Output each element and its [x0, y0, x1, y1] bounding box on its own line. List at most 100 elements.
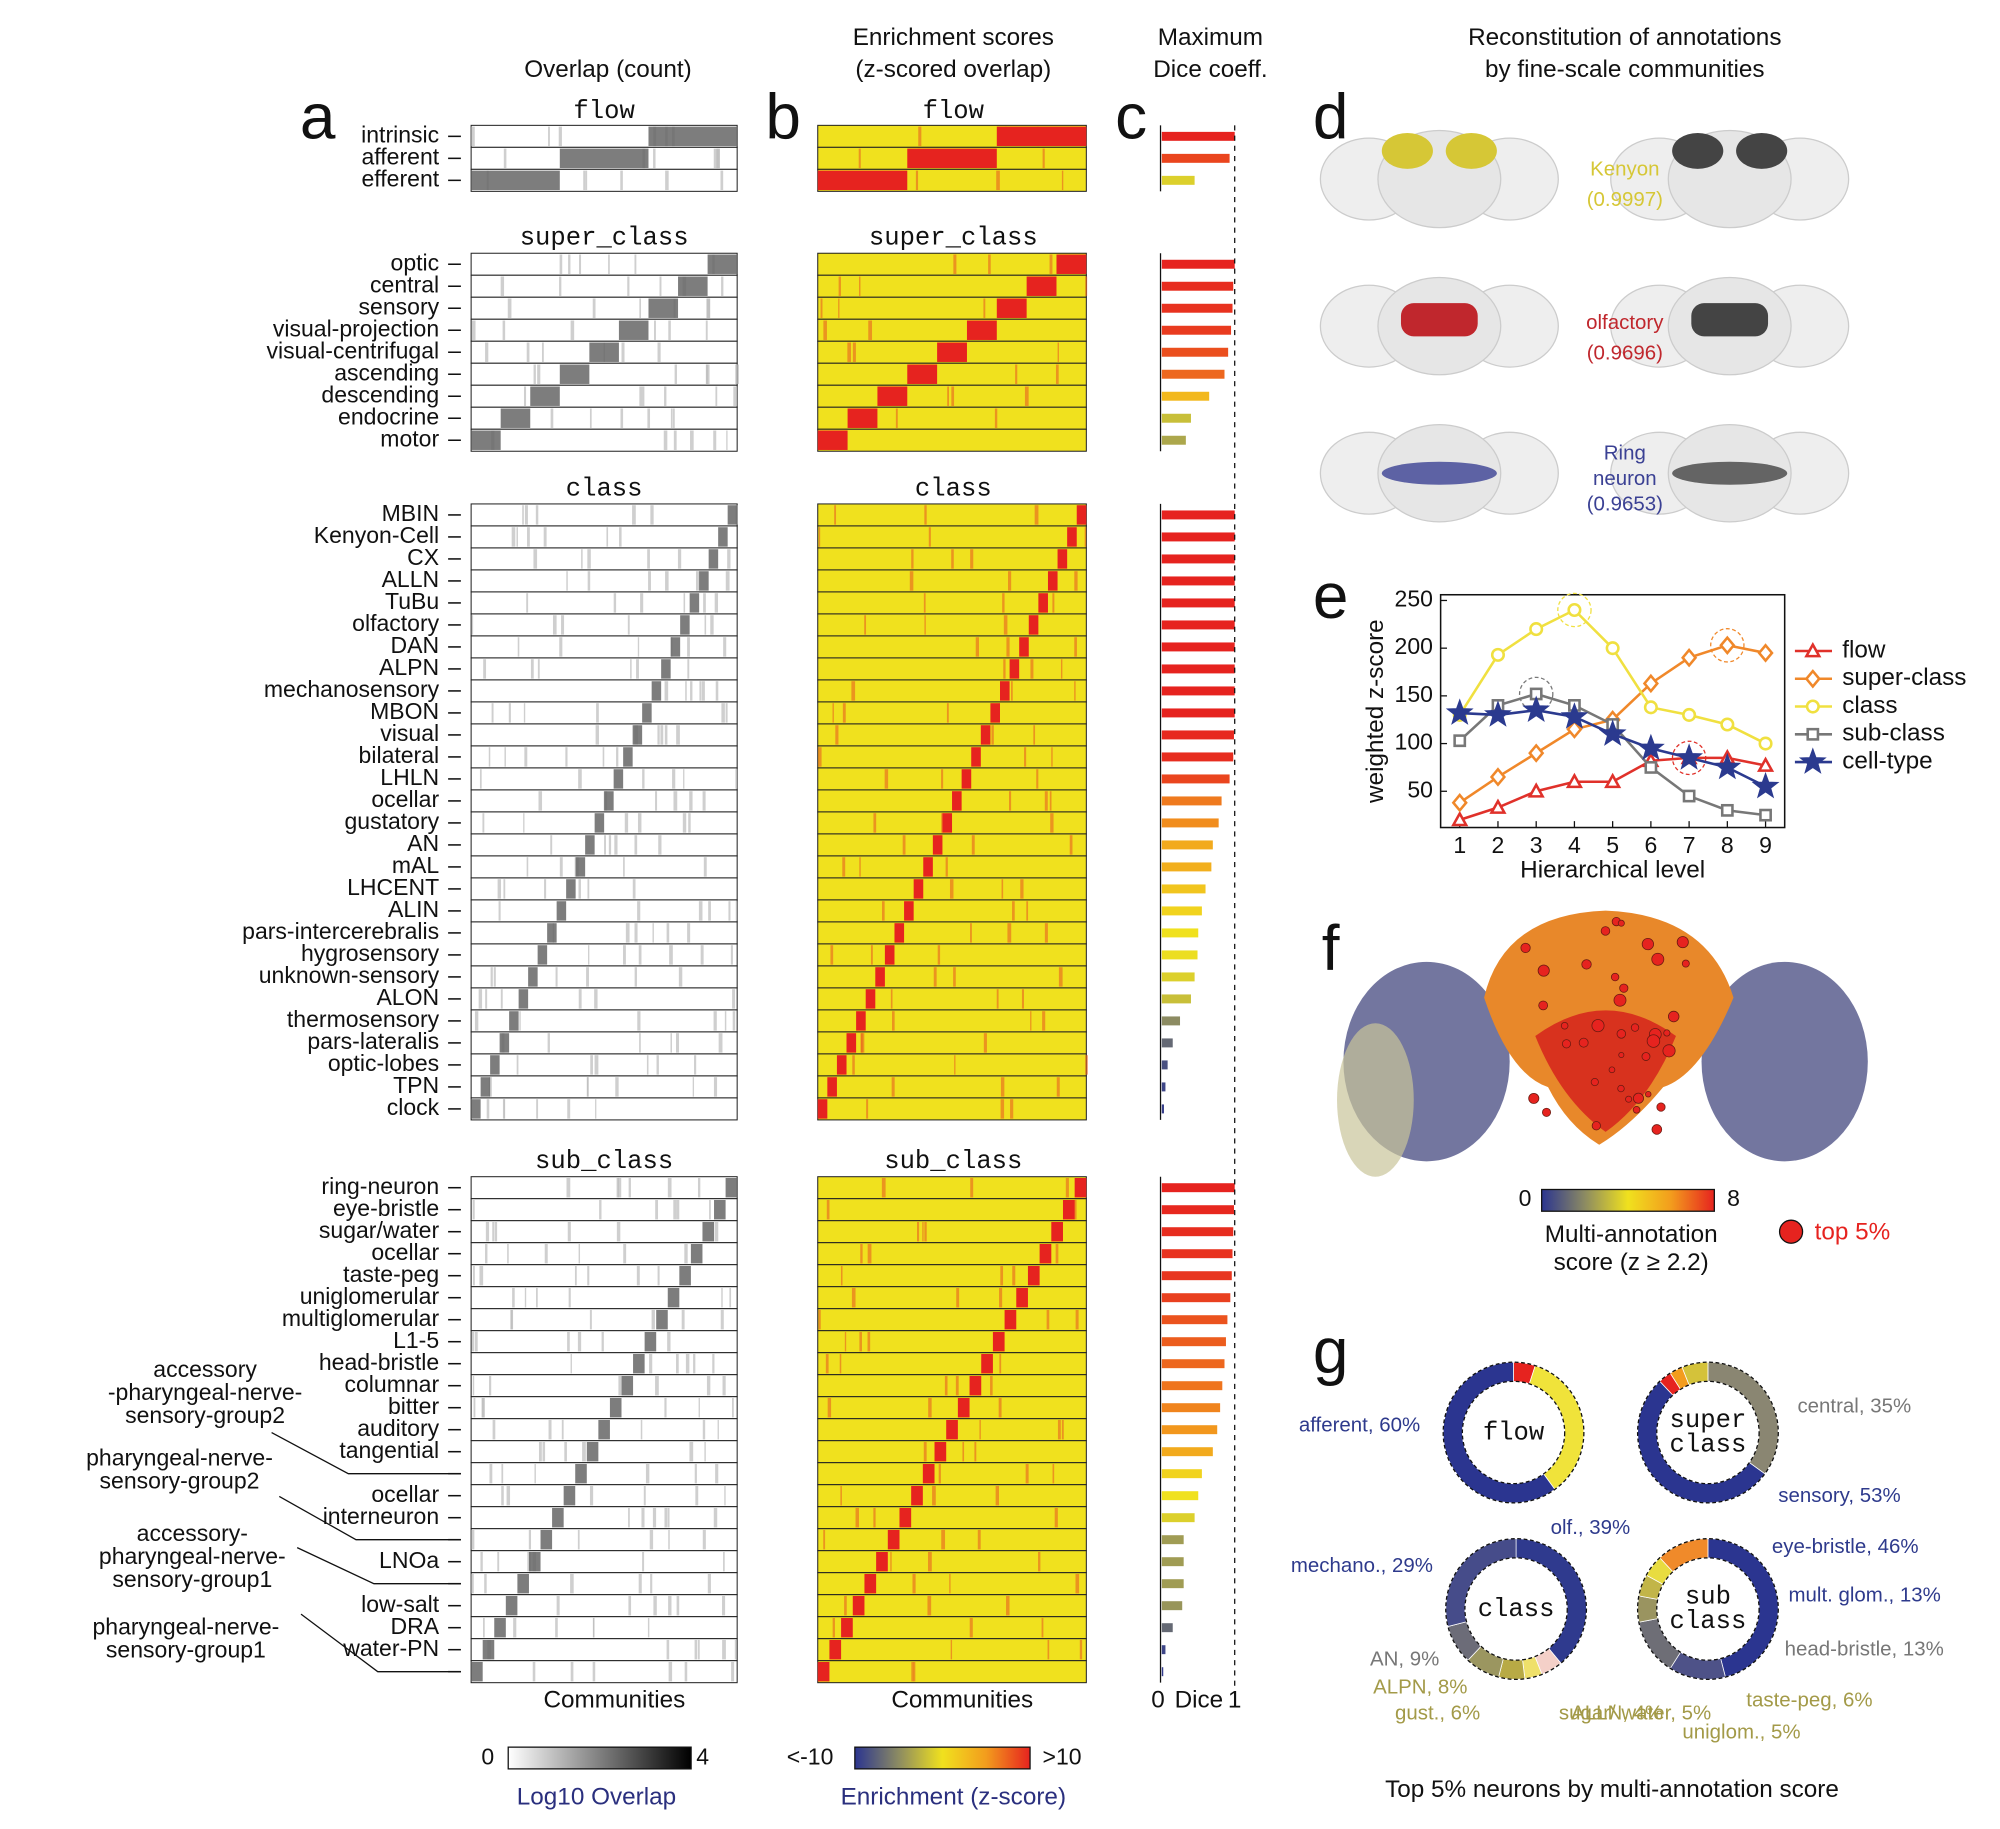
overlap-row — [470, 1198, 738, 1222]
y-axis-label: weighted z-score — [1362, 619, 1389, 804]
overlap-stripe — [614, 835, 618, 855]
enrichment-stripe — [990, 1375, 993, 1396]
overlap-row — [470, 1506, 738, 1530]
top-neuron — [1538, 1000, 1549, 1011]
donut-outline — [1461, 1380, 1566, 1485]
enrichment-block — [1016, 1287, 1028, 1308]
row-label: ALPN — [379, 654, 439, 680]
enrichment-stripe — [1000, 1077, 1005, 1097]
dice-bar — [1161, 1403, 1221, 1413]
enrichment-stripe — [1044, 923, 1048, 943]
brain-highlight — [1736, 133, 1788, 169]
donut-center: sub — [1685, 1583, 1731, 1612]
overlap-stripe — [552, 615, 557, 635]
overlap-stripe — [524, 1287, 527, 1308]
overlap-stripe — [727, 549, 731, 569]
marker — [1453, 734, 1467, 748]
marker — [1604, 772, 1622, 789]
dice-bar — [1161, 774, 1230, 784]
overlap-stripe — [676, 725, 680, 745]
overlap-stripe — [538, 1441, 542, 1462]
overlap-stripe — [693, 1353, 696, 1374]
row-label: thermosensory — [287, 1006, 440, 1032]
enrichment-row — [817, 296, 1087, 320]
overlap-stripe — [673, 791, 678, 811]
enrichment-stripe — [1012, 901, 1015, 921]
top-neuron — [1528, 1092, 1540, 1104]
overlap-stripe — [667, 1331, 671, 1352]
overlap-stripe — [632, 505, 636, 525]
enrichment-stripe — [895, 408, 898, 428]
overlap-block — [725, 1177, 738, 1198]
leader-label: sensory-group2 — [125, 1402, 285, 1428]
row-label: visual-centrifugal — [266, 337, 439, 363]
overlap-stripe — [628, 1507, 630, 1528]
overlap-row — [470, 1616, 738, 1640]
enrichment-stripe — [838, 276, 841, 296]
overlap-stripe — [695, 571, 700, 591]
row-label: water-PN — [342, 1635, 439, 1661]
overlap-stripe — [712, 1353, 715, 1374]
overlap-stripe — [471, 320, 476, 340]
dice-bar — [1161, 1104, 1164, 1114]
overlap-stripe — [620, 170, 623, 191]
overlap-stripe — [596, 703, 599, 723]
top-neuron — [1625, 1095, 1633, 1103]
overlap-stripe — [655, 1375, 659, 1396]
overlap-stripe — [714, 1221, 719, 1242]
overlap-stripe — [647, 549, 650, 569]
dice-bar — [1161, 906, 1202, 916]
overlap-block — [690, 1243, 703, 1264]
overlap-stripe — [694, 1639, 698, 1660]
marker — [1567, 602, 1582, 618]
enrichment-stripe — [979, 1419, 981, 1440]
row-label: ALLN — [382, 566, 440, 592]
dice-bar — [1161, 664, 1235, 674]
donut-label: afferent, 60% — [1299, 1414, 1420, 1437]
enrichment-block — [992, 1331, 1005, 1352]
donut-outline — [1464, 1557, 1568, 1661]
overlap-block — [471, 170, 560, 191]
overlap-stripe — [577, 1529, 580, 1550]
overlap-row — [470, 613, 738, 637]
overlap-stripe — [483, 659, 487, 679]
colorbar-min: <-10 — [787, 1744, 834, 1770]
enrichment-block — [817, 170, 908, 191]
row-label: intrinsic — [361, 121, 439, 147]
enrichment-stripe — [923, 1441, 927, 1462]
overlap-stripe — [532, 1661, 536, 1682]
enrichment-stripe — [924, 505, 927, 525]
overlap-stripe — [586, 967, 589, 987]
overlap-stripe — [702, 791, 706, 811]
overlap-stripe — [570, 1573, 574, 1594]
top-neuron — [1662, 1044, 1676, 1058]
marker — [1566, 719, 1583, 739]
top-neuron — [1590, 1078, 1599, 1087]
enrichment-stripe — [834, 505, 837, 525]
overlap-stripe — [668, 1595, 672, 1616]
overlap-stripe — [524, 747, 528, 767]
marker — [1798, 747, 1827, 774]
enrichment-stripe — [1073, 1199, 1077, 1220]
enrichment-stripe — [1054, 1507, 1058, 1528]
overlap-stripe — [713, 1011, 717, 1031]
donut-outline — [1636, 1361, 1779, 1504]
column-header: Reconstitution of annotations — [1468, 24, 1781, 51]
overlap-stripe — [471, 1573, 474, 1594]
overlap-stripe — [676, 1595, 680, 1616]
enrichment-stripe — [1049, 791, 1052, 811]
overlap-row — [470, 943, 738, 967]
colorbar-max: >10 — [1043, 1744, 1082, 1770]
leader-line — [278, 1495, 461, 1541]
overlap-stripe — [556, 1595, 560, 1616]
enrichment-stripe — [1003, 659, 1006, 679]
enrichment-stripe — [1024, 747, 1027, 767]
donut-center: class — [1670, 1607, 1747, 1636]
enrichment-row — [817, 943, 1087, 967]
dice-bar — [1161, 435, 1186, 445]
overlap-stripe — [559, 254, 563, 274]
overlap-stripe — [585, 170, 588, 191]
overlap-stripe — [694, 1055, 697, 1075]
highlight-circle — [1710, 628, 1745, 663]
panel-label: d — [1313, 80, 1349, 152]
